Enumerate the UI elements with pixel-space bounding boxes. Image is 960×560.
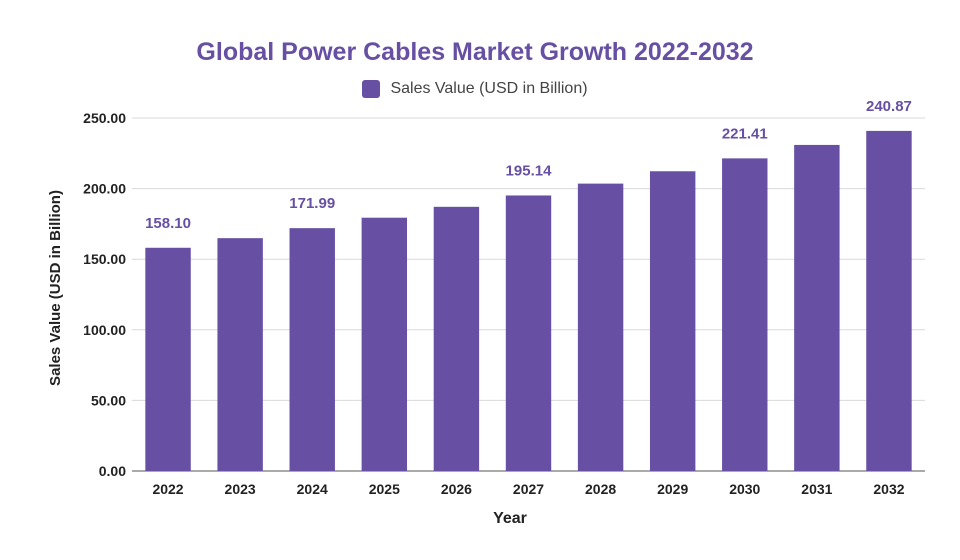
y-tick-label: 200.00 bbox=[83, 181, 126, 197]
bar bbox=[505, 195, 552, 471]
x-tick-label: 2022 bbox=[152, 481, 183, 497]
data-label: 221.41 bbox=[722, 125, 768, 142]
data-label: 158.10 bbox=[145, 215, 191, 232]
x-tick-label: 2031 bbox=[801, 481, 832, 497]
legend: Sales Value (USD in Billion) bbox=[0, 80, 950, 98]
data-label: 195.14 bbox=[506, 162, 553, 179]
data-label: 240.87 bbox=[866, 98, 912, 115]
bars bbox=[145, 130, 912, 472]
x-axis-title: Year bbox=[493, 510, 527, 527]
y-tick-label: 150.00 bbox=[83, 251, 126, 267]
y-axis-title: Sales Value (USD in Billion) bbox=[47, 190, 64, 386]
chart-title: Global Power Cables Market Growth 2022-2… bbox=[196, 38, 754, 66]
x-tick-label: 2029 bbox=[657, 481, 688, 497]
y-tick-label: 50.00 bbox=[91, 392, 126, 408]
bar bbox=[145, 247, 191, 471]
x-tick-label: 2026 bbox=[441, 481, 472, 497]
legend-label: Sales Value (USD in Billion) bbox=[390, 80, 588, 97]
x-tick-label: 2024 bbox=[297, 481, 328, 497]
y-tick-label: 0.00 bbox=[99, 463, 126, 479]
axes: 0.00 50.00 100.00 150.00 200.00 250.00 2022 202… bbox=[83, 110, 905, 497]
y-tick-label: 250.00 bbox=[83, 110, 126, 126]
legend-swatch bbox=[362, 80, 381, 98]
data-label: 171.99 bbox=[289, 195, 335, 212]
bar bbox=[649, 171, 696, 472]
bar bbox=[433, 206, 480, 471]
x-tick-label: 2030 bbox=[729, 481, 760, 497]
x-tick-label: 2025 bbox=[369, 481, 400, 497]
data-labels: 158.10 171.99 195.14 221.41 240.87 bbox=[145, 98, 912, 232]
y-tick-label: 100.00 bbox=[83, 322, 126, 338]
bar bbox=[217, 238, 263, 471]
bar bbox=[866, 130, 912, 472]
bar bbox=[361, 217, 408, 471]
x-tick-label: 2027 bbox=[513, 481, 544, 497]
bar bbox=[794, 144, 840, 472]
x-tick-label: 2032 bbox=[873, 481, 904, 497]
bar bbox=[722, 158, 768, 471]
bar bbox=[577, 183, 624, 471]
x-tick-label: 2028 bbox=[585, 481, 616, 497]
x-tick-label: 2023 bbox=[225, 481, 256, 497]
bar bbox=[289, 228, 335, 471]
